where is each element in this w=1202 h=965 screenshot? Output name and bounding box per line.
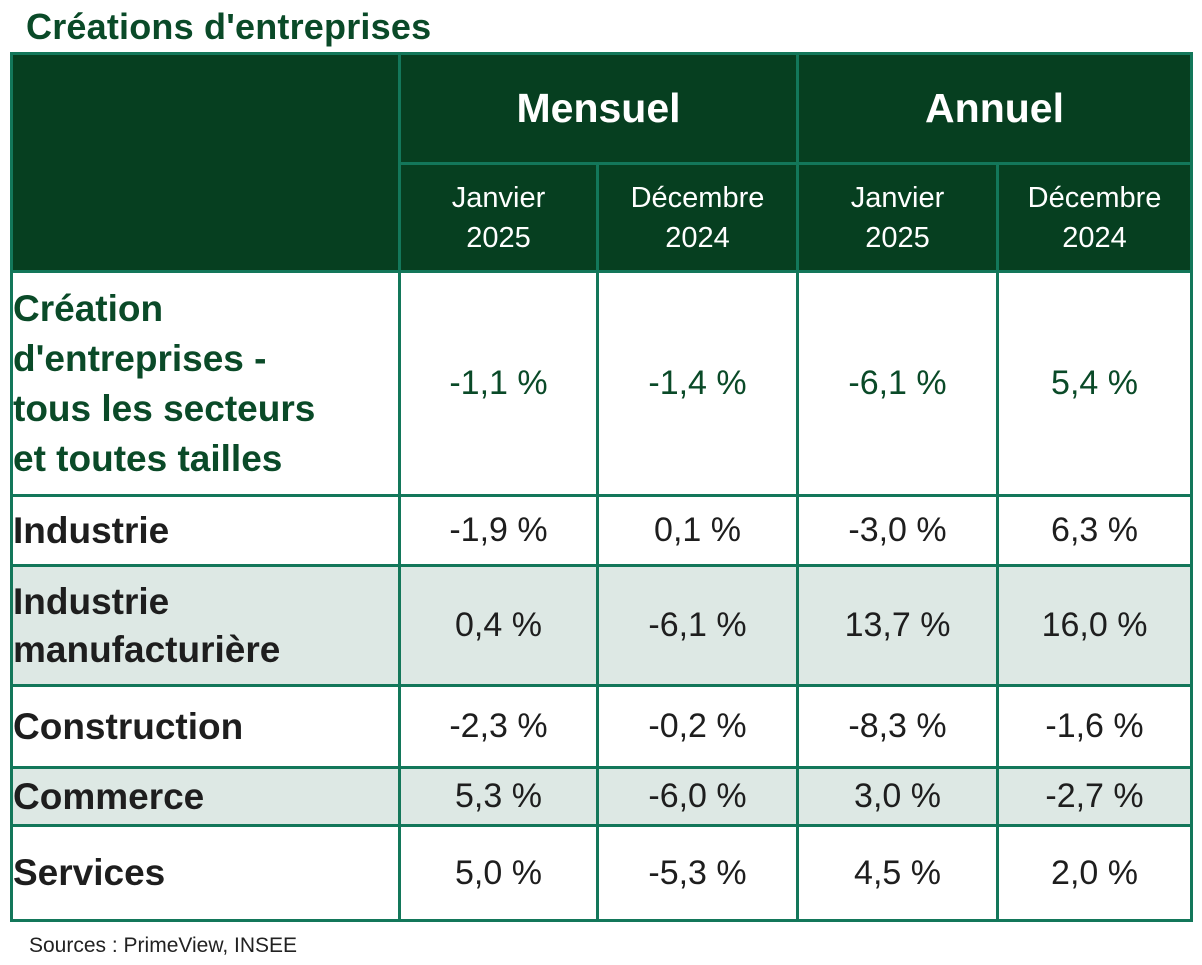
header-year: 2024: [665, 221, 730, 254]
business-creation-table: Mensuel Annuel Janvier 2025 Décembre 202…: [10, 52, 1194, 922]
cell-value: 2,0 %: [996, 824, 1194, 922]
header-group-mensuel: Mensuel: [397, 52, 800, 165]
header-year: 2025: [865, 221, 930, 254]
cell-value: 5,3 %: [398, 766, 599, 827]
row-label-line: tous les secteurs: [13, 387, 316, 429]
header-year: 2024: [1062, 221, 1127, 254]
table-row-services: Services 5,0 % -5,3 % 4,5 % 2,0 %: [10, 824, 1194, 922]
row-label-line: Industrie: [13, 580, 170, 622]
header-month: Décembre: [1027, 181, 1162, 214]
cell-value: -6,1 %: [796, 270, 1000, 497]
cell-value: -1,6 %: [996, 684, 1194, 769]
row-label-line: Création: [13, 287, 164, 329]
cell-value: -1,4 %: [595, 270, 800, 497]
header-row-periods: Janvier 2025 Décembre 2024 Janvier 2025 …: [12, 162, 1194, 273]
row-label-line: d'entreprises -: [13, 337, 267, 379]
row-label: Création d'entreprises - tous les secteu…: [10, 270, 401, 497]
table-row-industrie: Industrie -1,9 % 0,1 % -3,0 % 6,3 %: [10, 494, 1194, 567]
cell-value: -2,7 %: [996, 766, 1194, 827]
row-label: Industrie manufacturière: [10, 564, 401, 687]
row-label: Industrie: [10, 494, 401, 567]
cell-value: -1,9 %: [398, 494, 599, 567]
header-mensuel-decembre-2024: Décembre 2024: [595, 162, 800, 273]
header-month: Janvier: [451, 181, 546, 214]
table-title: Créations d'entreprises: [26, 6, 432, 47]
header-annuel-decembre-2024: Décembre 2024: [996, 162, 1194, 273]
row-label-line: et toutes tailles: [13, 437, 283, 479]
cell-value: 13,7 %: [796, 564, 1000, 687]
cell-value: 3,0 %: [796, 766, 1000, 827]
table-row-commerce: Commerce 5,3 % -6,0 % 3,0 % -2,7 %: [10, 766, 1194, 827]
cell-value: -6,1 %: [595, 564, 800, 687]
cell-value: -2,3 %: [398, 684, 599, 769]
header-mensuel-janvier-2025: Janvier 2025: [398, 162, 599, 273]
cell-value: -6,0 %: [595, 766, 800, 827]
row-label-line: manufacturière: [13, 628, 281, 670]
cell-value: 5,0 %: [398, 824, 599, 922]
header-month: Décembre: [630, 181, 765, 214]
cell-value: 6,3 %: [996, 494, 1194, 567]
cell-value: -5,3 %: [595, 824, 800, 922]
cell-value: -0,2 %: [595, 684, 800, 769]
cell-value: 0,4 %: [398, 564, 599, 687]
header-year: 2025: [466, 221, 531, 254]
row-label: Services: [10, 824, 401, 922]
cell-value: 0,1 %: [595, 494, 800, 567]
cell-value: -8,3 %: [796, 684, 1000, 769]
row-label: Construction: [10, 684, 401, 769]
source-note: Sources : PrimeView, INSEE: [29, 934, 298, 957]
header-group-annuel: Annuel: [796, 52, 1194, 165]
cell-value: -1,1 %: [398, 270, 599, 497]
row-label: Commerce: [10, 766, 401, 827]
cell-value: -3,0 %: [796, 494, 1000, 567]
table-row-construction: Construction -2,3 % -0,2 % -8,3 % -1,6 %: [10, 684, 1194, 769]
header-corner-cell: [10, 52, 401, 273]
table-row-industrie-manufacturiere: Industrie manufacturière 0,4 % -6,1 % 13…: [10, 564, 1194, 687]
cell-value: 4,5 %: [796, 824, 1000, 922]
header-annuel-janvier-2025: Janvier 2025: [796, 162, 1000, 273]
cell-value: 5,4 %: [996, 270, 1194, 497]
table-row-all-sectors: Création d'entreprises - tous les secteu…: [10, 270, 1194, 497]
header-month: Janvier: [850, 181, 945, 214]
header-row-groups: Mensuel Annuel: [10, 52, 1194, 273]
cell-value: 16,0 %: [996, 564, 1194, 687]
